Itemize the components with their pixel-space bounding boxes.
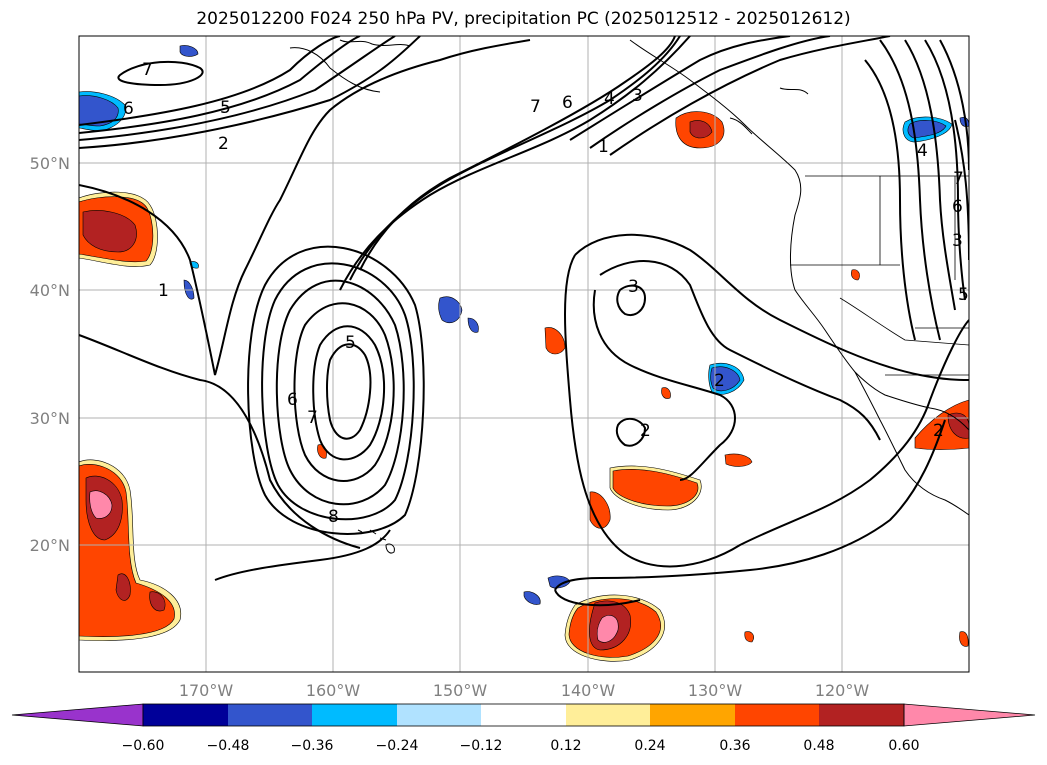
colorbar-tick-label: 0.60 [888, 738, 919, 754]
contour-label: 7 [142, 60, 153, 80]
lat-label: 40°N [30, 281, 70, 300]
contour-label: 6 [287, 390, 298, 410]
contour-label: 7 [307, 408, 318, 428]
colorbar-segment [312, 704, 397, 726]
contour-label: 8 [328, 507, 339, 527]
colorbar-segment [650, 704, 735, 726]
contour-label: 2 [218, 134, 229, 154]
contour-label: 7 [530, 97, 541, 117]
colorbar-tick-label: −0.12 [460, 738, 503, 754]
contour-label: 6 [952, 197, 963, 217]
lon-label: 120°W [815, 681, 870, 700]
lon-label: 140°W [561, 681, 616, 700]
colorbar-segment [819, 704, 904, 726]
contour-label: 1 [158, 281, 169, 301]
contour-label: 7 [953, 169, 964, 189]
lon-label: 150°W [433, 681, 488, 700]
lon-label: 160°W [306, 681, 361, 700]
plot-frame [78, 35, 970, 673]
contour-label: 6 [562, 93, 573, 113]
colorbar-segment [566, 704, 650, 726]
lat-label: 30°N [30, 409, 70, 428]
colorbar-tick-label: 0.24 [634, 738, 665, 754]
map-plot-area: 7 6 5 2 1 7 6 4 3 1 3 5 6 7 2 2 8 4 7 6 … [79, 36, 969, 672]
contour-label: 2 [933, 421, 944, 441]
colorbar-max-extension [903, 703, 1036, 727]
colorbar-tick-label: −0.60 [122, 738, 165, 754]
colorbar-min-extension [11, 703, 144, 727]
contour-labels: 7 6 5 2 1 7 6 4 3 1 3 5 6 7 2 2 8 4 7 6 … [123, 60, 969, 527]
political-borders [790, 175, 969, 376]
lon-label: 130°W [688, 681, 743, 700]
contour-label: 2 [640, 421, 651, 441]
contour-label: 5 [345, 333, 356, 353]
pv-contours [79, 36, 969, 607]
colorbar-segment [143, 704, 228, 726]
colorbar-segment [735, 704, 819, 726]
colorbar-segment [397, 704, 481, 726]
map-title: 2025012200 F024 250 hPa PV, precipitatio… [196, 9, 851, 29]
colorbar-segment [228, 704, 312, 726]
contour-label: 3 [632, 86, 643, 106]
precipitation-shading [79, 45, 969, 662]
lat-label: 20°N [30, 536, 70, 555]
colorbar-frame [142, 703, 905, 727]
longitude-labels: 170°W 160°W 150°W 140°W 130°W 120°W [179, 681, 870, 700]
contour-label: 5 [958, 285, 969, 305]
colorbar-tick-label: 0.12 [550, 738, 581, 754]
contour-label: 1 [598, 137, 609, 157]
lat-label: 50°N [30, 154, 70, 173]
colorbar: −0.60 −0.48 −0.36 −0.24 −0.12 0.12 0.24 … [11, 703, 1036, 754]
contour-label: 2 [714, 371, 725, 391]
graticule [79, 36, 969, 672]
latitude-labels: 50°N 40°N 30°N 20°N [30, 154, 70, 555]
contour-label: 3 [628, 277, 639, 297]
colorbar-segment [481, 704, 566, 726]
contour-label: 4 [917, 141, 928, 161]
contour-label: 6 [123, 99, 134, 119]
contour-label: 4 [604, 89, 615, 109]
colorbar-tick-label: −0.48 [207, 738, 250, 754]
lon-label: 170°W [179, 681, 234, 700]
colorbar-tick-label: −0.36 [291, 738, 334, 754]
colorbar-tick-label: 0.36 [719, 738, 750, 754]
contour-label: 5 [220, 98, 231, 118]
colorbar-tick-label: 0.48 [803, 738, 834, 754]
colorbar-tick-label: −0.24 [376, 738, 419, 754]
contour-label: 3 [952, 231, 963, 251]
